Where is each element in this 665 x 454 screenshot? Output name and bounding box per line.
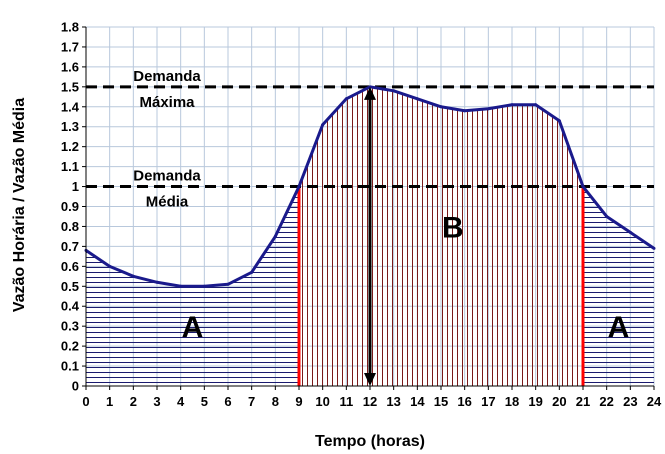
data-point — [155, 280, 159, 284]
data-point — [297, 185, 301, 189]
x-tick-label: 5 — [201, 394, 208, 409]
data-point — [557, 119, 561, 123]
y-axis-title: Vazão Horária / Vazão Média — [11, 98, 28, 312]
x-tick-label: 16 — [457, 394, 471, 409]
data-point — [321, 123, 325, 127]
y-tick-label: 1 — [72, 179, 79, 194]
arrow-head-bottom — [364, 373, 376, 386]
max-demand-arrow — [364, 86, 376, 386]
region-3-area — [583, 186, 654, 386]
x-tick-label: 8 — [272, 394, 279, 409]
data-point — [628, 230, 632, 234]
y-tick-label: 0.5 — [61, 279, 79, 294]
data-point — [534, 103, 538, 107]
y-tick-label: 0.6 — [61, 259, 79, 274]
data-point — [463, 109, 467, 113]
y-tick-label: 1.6 — [61, 59, 79, 74]
x-tick-label: 21 — [576, 394, 590, 409]
x-tick-label: 24 — [647, 394, 662, 409]
y-tick-label: 0.7 — [61, 239, 79, 254]
y-tick-label: 1.8 — [61, 20, 79, 35]
x-tick-label: 13 — [386, 394, 400, 409]
x-axis-title: Tempo (horas) — [315, 433, 425, 450]
y-tick-label: 0.4 — [61, 299, 80, 314]
vertical-markers — [297, 186, 585, 386]
x-tick-label: 4 — [177, 394, 185, 409]
data-point — [108, 264, 112, 268]
y-tick-label: 0 — [72, 379, 79, 394]
x-tick-label: 0 — [82, 394, 89, 409]
x-tick-label: 10 — [315, 394, 329, 409]
x-tick-label: 17 — [481, 394, 495, 409]
reference-label-1-line2: Máxima — [139, 94, 195, 111]
x-tick-label: 22 — [599, 394, 613, 409]
region-label-1: A — [182, 311, 204, 344]
y-tick-label: 0.1 — [61, 359, 79, 374]
y-tick-label: 1.2 — [61, 139, 79, 154]
data-point — [202, 284, 206, 288]
y-tick-label: 0.8 — [61, 219, 79, 234]
reference-label-1-line1: Demanda — [133, 68, 201, 85]
x-tick-label: 2 — [130, 394, 137, 409]
data-point — [439, 105, 443, 109]
y-tick-label: 1.5 — [61, 79, 79, 94]
x-tick-label: 1 — [106, 394, 113, 409]
x-tick-label: 9 — [295, 394, 302, 409]
reference-label-2-line1: Demanda — [133, 168, 201, 185]
y-tick-label: 0.9 — [61, 199, 79, 214]
region-label-3: A — [608, 311, 630, 344]
x-tick-label: 19 — [528, 394, 542, 409]
x-tick-label: 3 — [153, 394, 160, 409]
data-point — [273, 234, 277, 238]
y-tick-label: 1.1 — [61, 159, 79, 174]
x-tick-label: 18 — [505, 394, 519, 409]
y-tick-label: 1.3 — [61, 119, 79, 134]
data-point — [510, 103, 514, 107]
x-tick-label: 23 — [623, 394, 637, 409]
data-point — [131, 274, 135, 278]
x-tick-label: 15 — [434, 394, 448, 409]
y-tick-label: 0.2 — [61, 339, 79, 354]
data-point — [486, 107, 490, 111]
data-point — [605, 214, 609, 218]
x-tick-label: 7 — [248, 394, 255, 409]
data-point — [415, 97, 419, 101]
y-tick-label: 1.4 — [61, 99, 80, 114]
labels: 0 1 2 3 4 5 6 7 8 9 10 11 12 13 14 15 16 17 18 19 20 21 22 23 24… — [61, 20, 662, 410]
data-point — [179, 284, 183, 288]
axes — [82, 26, 655, 390]
x-tick-label: 6 — [224, 394, 231, 409]
data-point — [344, 97, 348, 101]
data-point — [581, 185, 585, 189]
arrow-head-top — [364, 86, 376, 100]
x-tick-label: 14 — [410, 394, 425, 409]
y-tick-label: 1.7 — [61, 39, 79, 54]
data-point — [226, 282, 230, 286]
reference-lines — [86, 85, 654, 189]
y-tick-label: 0.3 — [61, 319, 79, 334]
region-label-2: B — [442, 211, 464, 244]
data-point — [250, 270, 254, 274]
x-tick-label: 12 — [363, 394, 377, 409]
x-tick-label: 20 — [552, 394, 566, 409]
x-tick-label: 11 — [339, 394, 353, 409]
data-point — [652, 246, 656, 250]
reference-label-2-line2: Média — [146, 194, 189, 211]
data-point — [392, 89, 396, 93]
